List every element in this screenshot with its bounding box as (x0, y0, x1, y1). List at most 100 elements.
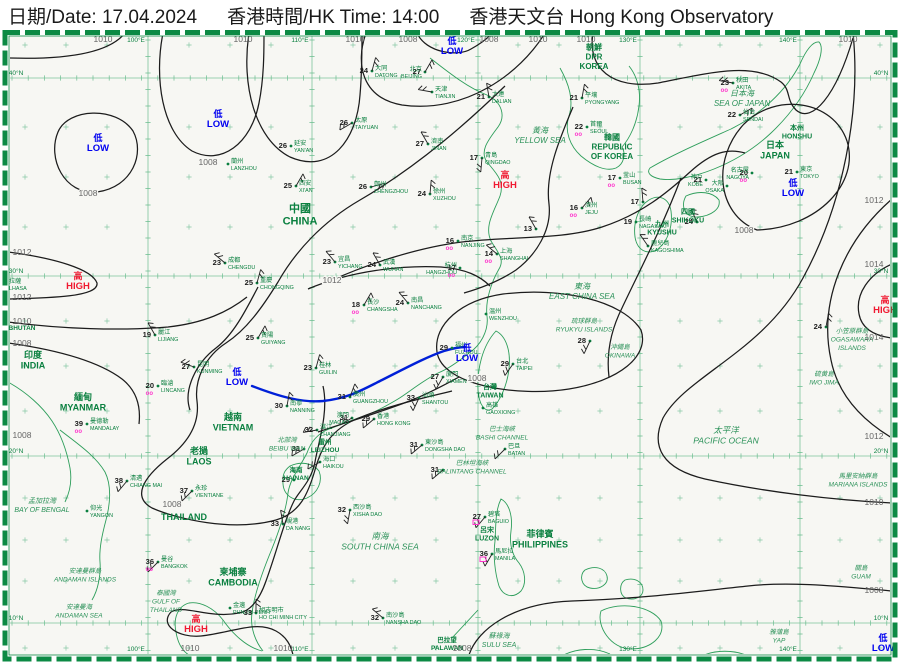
region-label: LAOS (186, 457, 211, 467)
svg-text:LOW: LOW (87, 143, 109, 154)
wind-barb (295, 173, 306, 187)
weather-symbol: oo (575, 132, 583, 138)
sea-label: THAILAND (150, 607, 182, 614)
isobar-line (141, 85, 506, 526)
station-temp: 26 (359, 182, 367, 191)
station-temp: 20 (146, 381, 154, 390)
svg-text:1012: 1012 (865, 195, 884, 205)
svg-text:低: 低 (92, 132, 102, 143)
station-temp: 13 (524, 224, 532, 233)
station-name-en: NAGOYA (726, 175, 749, 181)
region-label: 柬埔寨 (218, 566, 247, 577)
station-temp: 31 (338, 392, 346, 401)
region-label: KYUSHU (647, 230, 677, 237)
isobar-line (307, 266, 491, 290)
region-label: PALAWAN (431, 645, 463, 652)
coastline (683, 192, 720, 218)
svg-text:1008: 1008 (399, 34, 418, 44)
station-13: 13 (524, 216, 538, 233)
sea-label: BALINTANG CHANNEL (437, 469, 507, 476)
station-name-zh: 宜昌 (338, 255, 350, 263)
svg-text:LOW: LOW (207, 119, 229, 130)
station-name-zh: 東沙島 (425, 438, 444, 446)
svg-text:LOW: LOW (782, 188, 804, 199)
station-name-en: BEIJING (401, 74, 422, 80)
station-name-en: BATAN (508, 451, 525, 457)
station-name-en: NANNING (290, 408, 315, 414)
sea-label: SOUTH CHINA SEA (341, 542, 419, 552)
station-name-zh: 貴陽 (261, 331, 273, 339)
sea-label: OGASAWARA (831, 337, 873, 344)
station-temp: 33 (407, 393, 415, 402)
wind-barb (424, 59, 435, 73)
wind-barb (362, 418, 375, 429)
region-label: TAIWAN (476, 393, 503, 400)
header-bar: 日期/Date: 17.04.2024 香港時間/HK Time: 14:00 … (0, 0, 900, 30)
region-label: LUZON (475, 536, 499, 543)
station-24: 24 (685, 208, 699, 226)
sea-label: 硫黄島 (814, 370, 834, 378)
sea-label: YELLOW SEA (514, 136, 566, 145)
svg-text:HIGH: HIGH (493, 180, 517, 191)
region-label: 台灣 (483, 382, 497, 391)
svg-text:1010: 1010 (94, 34, 113, 44)
station-31: 31 (431, 465, 445, 480)
wind-barb (493, 448, 506, 460)
svg-text:高: 高 (191, 613, 200, 624)
latitude-label: 40°N (9, 69, 24, 77)
region-label: 呂宋 (480, 525, 494, 534)
sea-label: 雅蒲島 (769, 628, 789, 636)
sea-label: 巴林坦海峽 (456, 459, 490, 467)
svg-text:低: 低 (231, 366, 241, 377)
station-temp: 27 (431, 372, 439, 381)
longitude-label: 110°E (291, 36, 309, 44)
wind-barb (398, 291, 409, 304)
region-label: HAINAN (283, 475, 309, 482)
wind-barb (581, 83, 589, 99)
station-name-zh: 徐州 (433, 187, 445, 195)
wind-barb (372, 252, 381, 266)
station-temp: 24 (368, 260, 377, 269)
svg-text:1012: 1012 (865, 431, 884, 441)
svg-text:1014: 1014 (865, 332, 884, 342)
isobar-value-label: 1008 (79, 188, 98, 198)
region-label: BHUTAN (9, 325, 36, 332)
weather-symbol (472, 519, 480, 525)
svg-text:HIGH: HIGH (873, 305, 897, 316)
latitude-label: 10°N (9, 614, 24, 622)
isobar-line (360, 36, 544, 107)
region-label: OF KOREA (591, 152, 633, 161)
station-name-zh: 南昌 (411, 296, 423, 304)
sea-label: 安達曼海 (66, 603, 94, 611)
station-temp: 33 (271, 519, 279, 528)
station-name-en: DATONG (375, 73, 398, 79)
wind-barb (339, 417, 353, 426)
station-temp: 30 (275, 401, 283, 410)
weather-symbol: oo (446, 246, 454, 252)
station-name-en: LANZHOU (231, 166, 257, 172)
station-name-en: SHANGHAI (500, 256, 528, 262)
station-name-zh: 首爾 (590, 120, 602, 128)
station-name-zh: 桂林 (319, 361, 331, 369)
station-28: 28 (578, 336, 592, 354)
station-name-zh: 永珍 (195, 484, 208, 492)
wind-barb (639, 234, 649, 247)
wind-barb (410, 444, 423, 455)
sea-label: 蘇祿海 (489, 632, 511, 640)
